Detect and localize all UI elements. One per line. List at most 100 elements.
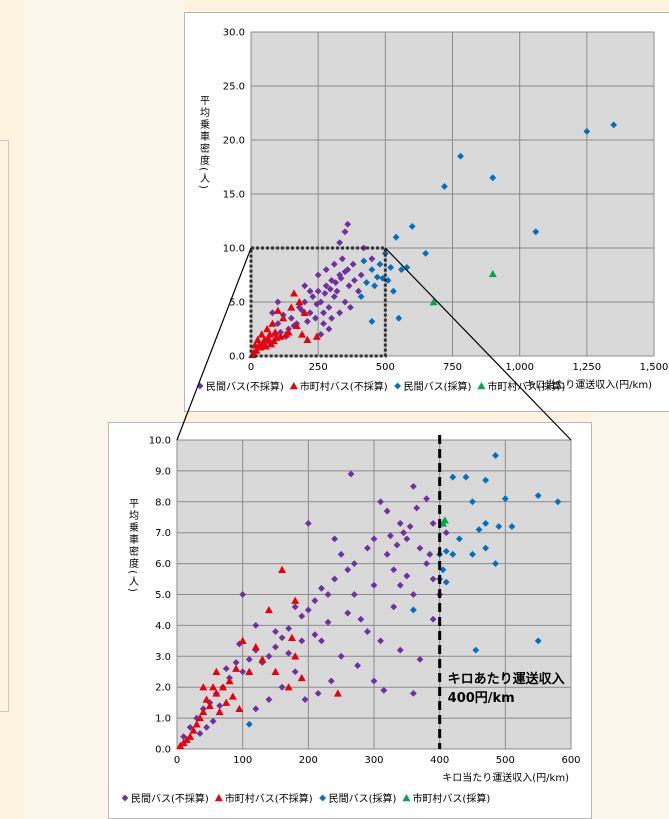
main-point: [336, 239, 344, 246]
main-y-tick-label: 5.0: [229, 298, 245, 309]
zoom-point: [304, 606, 312, 614]
main-point: [261, 342, 270, 350]
zoom-point: [495, 523, 503, 530]
main-point: [304, 318, 311, 325]
main-point: [277, 328, 284, 336]
zoom-point: [370, 677, 378, 685]
zoom-point: [492, 560, 499, 567]
zoom-point: [176, 741, 185, 750]
zoom-point: [439, 566, 447, 574]
zoom-point: [492, 452, 499, 459]
zoom-point: [327, 677, 335, 685]
zoom-legend-marker: [402, 794, 411, 802]
zoom-legend-marker-2: [319, 794, 327, 802]
main-legend-label-0: 民間バス(不採算): [206, 380, 284, 393]
zoom-point: [245, 667, 254, 675]
zoom-y-tick-label: 0.0: [155, 745, 171, 756]
left-border-line: [0, 140, 9, 712]
main-point: [292, 321, 301, 329]
zoom-point: [218, 683, 227, 691]
main-point: [330, 260, 338, 268]
zoom-point: [252, 705, 260, 713]
main-point: [345, 282, 353, 290]
main-point: [257, 330, 266, 338]
main-point: [306, 287, 314, 295]
main-point: [287, 303, 296, 311]
main-point: [251, 341, 260, 349]
zoom-point: [199, 683, 208, 691]
main-point: [272, 333, 281, 341]
main-point: [344, 220, 352, 228]
right-panel-bottom: [590, 410, 669, 819]
zoom-point: [271, 667, 280, 675]
zoom-box: [249, 246, 387, 358]
main-legend-label-3: 市町村バス(採算): [487, 380, 565, 393]
zoom-point: [225, 677, 234, 685]
zoom-legend-label-1: 市町村バス(不採算): [225, 792, 313, 805]
main-point: [373, 273, 381, 281]
main-point: [422, 250, 430, 257]
main-point: [312, 332, 321, 340]
main-point: [336, 309, 344, 317]
main-point: [314, 271, 322, 279]
main-series-3: [429, 269, 497, 306]
main-point: [408, 223, 416, 230]
zoom-point: [186, 723, 194, 731]
main-point: [349, 260, 357, 268]
zoom-y-tick-label: 9.0: [155, 466, 171, 477]
zoom-x-tick-label: 500: [496, 755, 515, 766]
main-x-tick-label: 1,250: [573, 362, 602, 373]
main-point: [344, 266, 352, 273]
zoom-legend-label-0: 民間バス(不採算): [131, 792, 209, 805]
zoom-point: [239, 668, 247, 676]
zoom-x-tick-label: 200: [299, 755, 318, 766]
zoom-legend-marker-1: [214, 794, 223, 802]
zoom-point: [482, 520, 490, 527]
zoom-point: [291, 603, 299, 611]
main-legend-label-2: 民間バス(採算): [404, 380, 472, 393]
main-point: [265, 330, 274, 338]
zoom-point: [393, 541, 401, 549]
main-point: [281, 330, 290, 338]
zoom-point: [337, 652, 345, 660]
zoom-point: [291, 596, 300, 604]
zoom-point: [203, 723, 210, 731]
zoom-point: [331, 535, 338, 543]
main-legend-marker: [289, 382, 298, 390]
main-x-tick-label: 250: [309, 362, 328, 373]
zoom-point: [272, 628, 279, 635]
main-series-1: [248, 289, 321, 359]
zoom-x-tick-label: 400: [430, 755, 449, 766]
zoom-point: [215, 707, 224, 716]
main-x-tick-label: 1,500: [640, 362, 669, 373]
main-legend-marker-0: [196, 382, 204, 390]
main-point: [279, 314, 288, 322]
zoom-point: [199, 707, 208, 716]
zoom-point: [278, 565, 287, 573]
zoom-point: [245, 720, 253, 728]
zoom-point: [212, 689, 221, 697]
zoom-point: [377, 637, 384, 645]
main-point: [333, 287, 341, 295]
main-point: [583, 127, 591, 135]
main-point: [326, 285, 334, 293]
zoom-y-tick-label: 6.0: [155, 559, 171, 570]
zoom-point: [403, 572, 411, 580]
zoom-point: [449, 550, 457, 558]
main-point: [274, 320, 282, 327]
zoom-point: [331, 575, 338, 583]
zoom-point: [370, 581, 378, 589]
main-y-tick-label: 25.0: [223, 82, 245, 93]
main-point: [341, 298, 349, 306]
zoom-point: [222, 698, 231, 706]
main-point: [325, 325, 333, 333]
zoom-point: [301, 696, 309, 703]
main-point: [347, 304, 354, 311]
main-point: [398, 266, 405, 273]
main-point: [389, 287, 397, 295]
main-point: [273, 306, 282, 314]
main-point: [332, 279, 340, 286]
zoom-legend-marker: [319, 794, 327, 802]
main-point: [341, 268, 349, 276]
zoom-point: [311, 597, 319, 605]
